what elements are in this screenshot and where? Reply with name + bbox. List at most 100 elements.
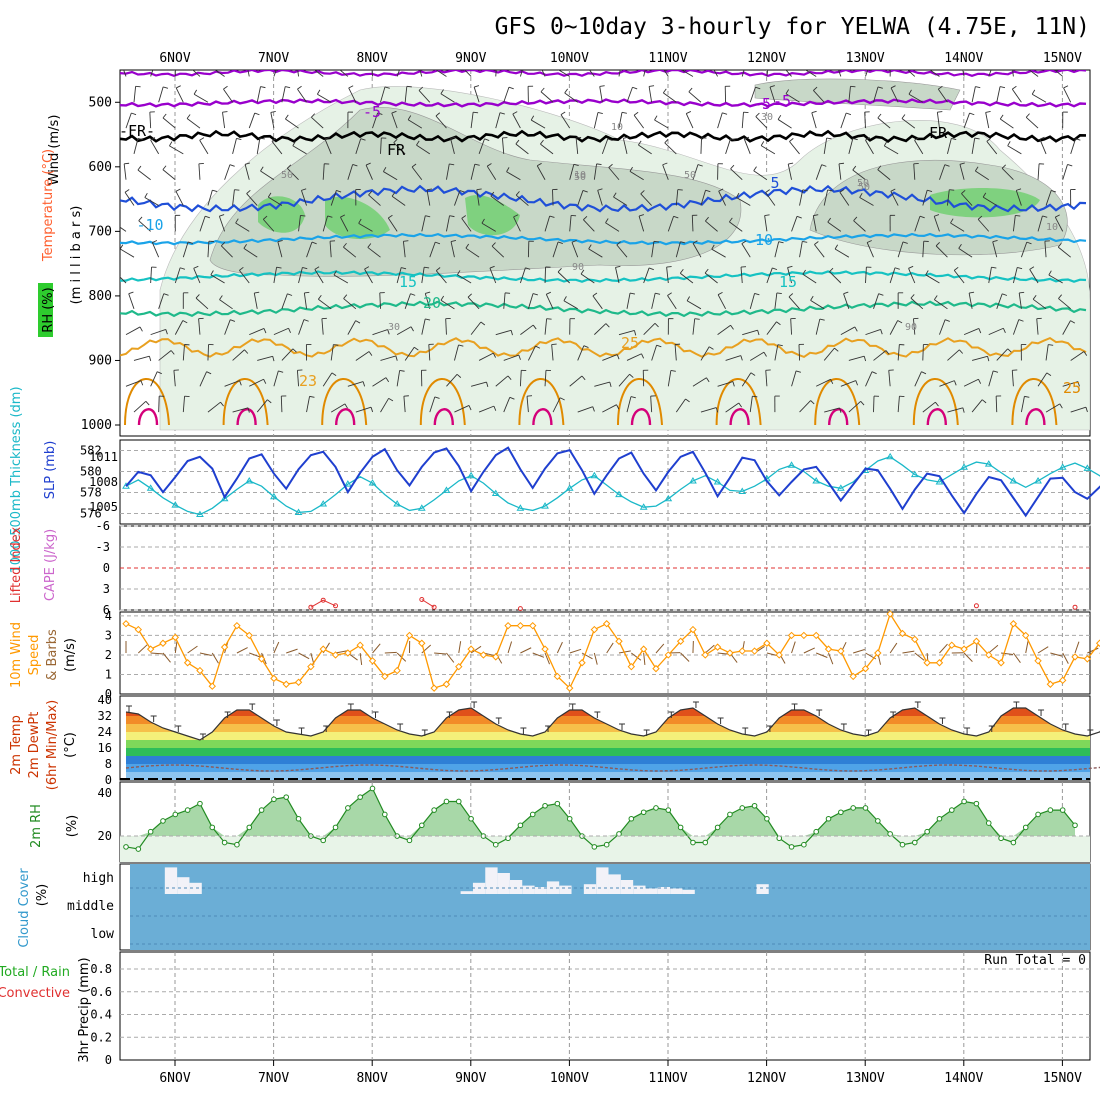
contour-label: -5 [773,92,791,110]
wind-barb-10m [902,651,914,653]
wind-barb-10m [989,645,998,653]
rh-point [999,836,1004,841]
wind-barb-10m [1026,641,1028,653]
wind-barb-flag [285,87,290,88]
cloud-level-label: middle [67,899,114,914]
wind-barb-flag [827,138,832,139]
wind-barb-flag [788,163,793,164]
wind-barb-10m [656,644,664,653]
ylabel-lifted-index: Lifted Index [9,526,24,603]
wind-barb [1032,94,1046,102]
wind-barb-10m [1001,653,1013,654]
wind-barb [126,381,141,387]
wind-barb [134,356,149,360]
rh-point [604,842,609,847]
ylabel-precip: 3hr Precip (mm) [77,957,92,1062]
wind-barb-flag [846,113,851,115]
rh-point [284,795,289,800]
rh-point [1011,840,1016,845]
wind-speed-point [480,652,486,658]
wind-speed-point [505,623,511,629]
wind-barb-flag [176,189,180,191]
wind-barb [129,294,134,309]
rh-point [1048,808,1053,813]
wind-barb-flag [407,86,412,87]
wind-barb-10m [939,644,947,653]
rh-point [789,845,794,850]
precip-panel: 0.80.60.40.20 [90,962,1090,1067]
wind-barb [151,140,159,154]
wind-barb-flag [667,267,672,268]
wind-tick-label: 4 [105,609,112,623]
wind-barb-10m [1038,647,1048,653]
wind-barb [710,62,718,76]
precip-tick-label: 0.6 [90,985,112,999]
wind-barb-10m [520,648,531,653]
wind-barb-flag [975,87,980,88]
wind-barb-flag [317,90,320,94]
wind-barb [223,89,232,102]
wind-barb-flag [163,114,166,118]
wind-barb-flag [1008,141,1011,145]
wind-speed-point [1060,677,1066,683]
rh-point [863,806,868,811]
contour-label: -5 [753,95,771,113]
wind-barb-flag [200,138,204,141]
top-date-label: 6NOV [159,51,190,66]
chart-title: GFS 0~10day 3-hourly for YELWA (4.75E, 1… [495,14,1090,40]
run-total: Run Total = 0 [984,953,1086,968]
rh-point [1023,825,1028,830]
contour-label: 10 [755,231,773,249]
bottom-date-label: 13NOV [846,1071,885,1086]
wind-barb-10m [212,653,218,663]
ylabel-cloud: Cloud Cover [17,868,32,948]
wind-barb-10m [792,642,796,653]
wind-speed-point [924,660,930,666]
upper-content [113,60,1090,430]
wind-barb-flag [903,62,906,66]
wind-barb-flag [255,113,260,115]
wind-barb-10m [286,649,297,653]
contour-label: 10 [574,170,586,181]
wind-barb-flag [1025,63,1028,67]
wind-barb-flag [878,114,881,118]
temp-tick-label: 24 [98,725,112,739]
wind-barb-10m [237,648,248,653]
wind-barb [996,396,997,412]
wind-barb-flag [949,190,954,191]
cloud-level-label: low [91,927,115,942]
wind-barb-flag [187,115,190,119]
li-series-line [311,600,336,607]
slp-series-line [126,448,1100,516]
ylabel-pressure: (m i l l i b a r s) [69,206,84,305]
rh-point [333,825,338,830]
pressure-tick-label: 700 [89,224,112,239]
cloud-high-bar [485,867,497,894]
ylabel-temp-a: 2m Temp [9,715,24,775]
ylabel-precip-total: Total / Rain [0,965,70,980]
wind-barb [124,164,126,180]
temp-band [120,740,1090,748]
contour-label: -5 [363,103,381,121]
wind-barb [257,138,260,154]
li-series-line [422,600,434,608]
wind-barb [997,87,1000,103]
rh-point [185,808,190,813]
vertical-axis-labels: Wind (m/s) Temperature (°C) (m i l l i b… [0,115,92,1063]
wind-barb [718,113,723,128]
wind-speed-point [406,632,412,638]
contour-minus5-top [120,70,1086,76]
wind-barb-flag [300,215,305,216]
wind-barb-10m [175,641,177,653]
contour-label: 10 [1046,222,1058,233]
wind-barb [120,249,134,257]
wind-barb-flag [402,61,407,63]
wind-barb [701,138,702,154]
wind-barb-10m [816,653,827,657]
wind-barb-flag [474,86,479,88]
wind-barb [187,119,200,129]
wind-barb-flag [761,141,764,145]
rh-point [530,812,535,817]
wind-barb-flag [310,63,313,67]
wind-barb-10m [138,645,147,653]
